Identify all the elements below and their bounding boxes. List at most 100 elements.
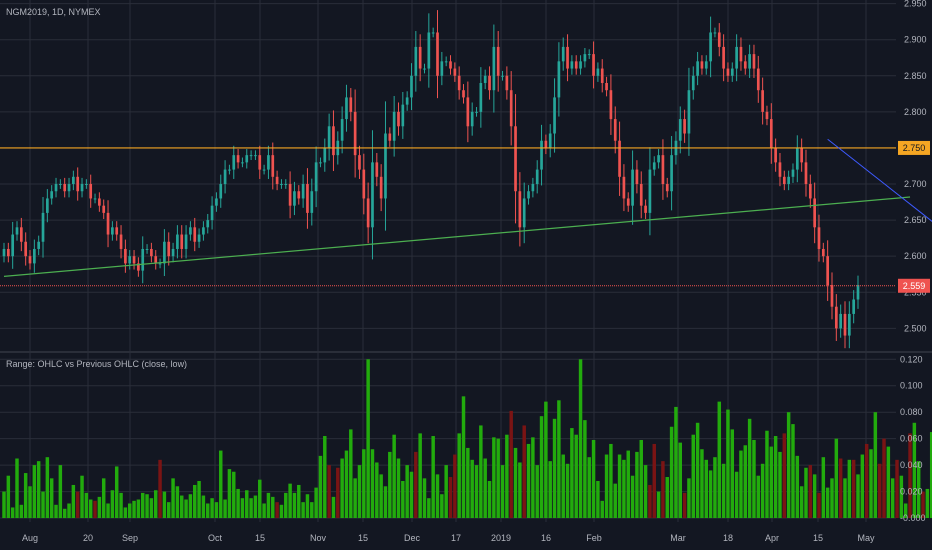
candle-body	[444, 61, 448, 63]
range-bar	[873, 412, 878, 519]
time-tick-label: 15	[813, 533, 823, 543]
candle-body	[579, 61, 582, 69]
price-axis[interactable]: 2.950 2.900 2.850 2.800 2.750 2.700 2.650 2.600…	[898, 0, 930, 523]
candle-body	[310, 191, 314, 213]
candle-body	[150, 248, 153, 257]
candle-body	[228, 169, 231, 171]
range-bar	[318, 455, 323, 519]
range-bar	[851, 459, 856, 519]
candle-body	[817, 227, 821, 249]
indicator-tick-label: 0.060	[900, 434, 923, 444]
range-bar	[45, 457, 50, 519]
range-bar	[149, 498, 154, 519]
range-bar	[210, 498, 214, 519]
range-bar	[310, 502, 314, 519]
candle-body	[665, 184, 669, 192]
time-tick-label: Apr	[765, 533, 779, 543]
range-bar	[180, 495, 184, 519]
candle-body	[856, 285, 860, 300]
candle-body	[340, 119, 344, 141]
range-bar	[886, 446, 891, 519]
candle-body	[132, 256, 136, 264]
range-bar	[756, 475, 761, 519]
range-bar	[795, 455, 800, 519]
range-bar	[253, 495, 258, 519]
range-bar	[136, 499, 141, 519]
candle-body	[492, 46, 496, 91]
candle-body	[821, 248, 825, 257]
candle-body	[111, 227, 114, 235]
range-bar	[145, 494, 149, 519]
range-bar	[578, 359, 583, 519]
range-bar	[422, 478, 427, 519]
range-bar	[392, 434, 396, 519]
range-bar	[509, 410, 513, 519]
candle-body	[358, 155, 361, 170]
range-bar	[370, 449, 375, 519]
range-bar	[461, 396, 466, 519]
range-bar	[882, 438, 886, 519]
candle-body	[72, 176, 75, 185]
candle-body	[241, 162, 244, 164]
symbol-title: NGM2019, 1D, NYMEX	[6, 7, 101, 17]
candle-body	[748, 54, 751, 69]
candle-body	[769, 119, 773, 148]
candle-body	[284, 184, 288, 186]
range-bar	[730, 429, 735, 519]
candle-body	[366, 198, 370, 228]
range-bar	[929, 432, 932, 519]
candle-body	[553, 97, 556, 134]
candle-body	[345, 97, 348, 120]
range-bar	[925, 488, 930, 519]
candle-body	[843, 313, 847, 336]
candle-body	[275, 176, 279, 185]
range-bar	[84, 492, 89, 519]
range-bar	[557, 400, 561, 519]
range-bar	[41, 491, 45, 519]
candle-body	[726, 68, 730, 76]
candle-body	[687, 90, 691, 134]
candle-body	[475, 111, 478, 113]
candle-body	[271, 155, 275, 177]
price-tick-label: 2.500	[904, 323, 927, 333]
candle-body	[808, 184, 812, 199]
candle-body	[163, 241, 166, 264]
candle-body	[158, 263, 162, 265]
range-bar	[505, 434, 509, 519]
range-bar	[214, 502, 219, 519]
price-tick-label: 2.600	[904, 251, 927, 261]
candle-body	[544, 140, 548, 148]
candle-body	[782, 176, 786, 185]
range-bar	[825, 487, 830, 519]
indicator-tick-label: 0.100	[900, 381, 923, 391]
range-bar	[353, 478, 357, 519]
range-bar	[206, 503, 210, 519]
range-bar	[864, 443, 869, 519]
candle-body	[379, 176, 383, 199]
candle-body	[392, 111, 396, 141]
candle-body	[488, 75, 491, 91]
candle-body	[540, 140, 543, 170]
candle-body	[496, 46, 500, 76]
resistance-price-label: 2.750	[903, 143, 926, 153]
time-tick-label: Feb	[586, 533, 602, 543]
range-bar	[284, 492, 288, 519]
time-axis[interactable]: Aug 20 Sep Oct 15 Nov 15 Dec 17 2019 16 Feb Mar 18 Apr…	[22, 533, 875, 543]
candle-body	[644, 205, 647, 213]
range-bar	[153, 490, 158, 519]
candle-body	[453, 68, 457, 76]
candle-body	[813, 198, 816, 228]
candle-body	[293, 191, 296, 206]
candle-body	[397, 111, 400, 127]
candle-body	[232, 155, 236, 170]
candle-body	[119, 234, 123, 249]
range-bar	[773, 436, 778, 519]
candle-body	[63, 184, 67, 192]
candle-body	[713, 32, 717, 34]
price-tick-label: 2.950	[904, 0, 927, 9]
range-bar	[67, 503, 71, 519]
candle-body	[24, 241, 28, 257]
range-bar	[518, 462, 522, 519]
range-bar	[635, 451, 639, 519]
